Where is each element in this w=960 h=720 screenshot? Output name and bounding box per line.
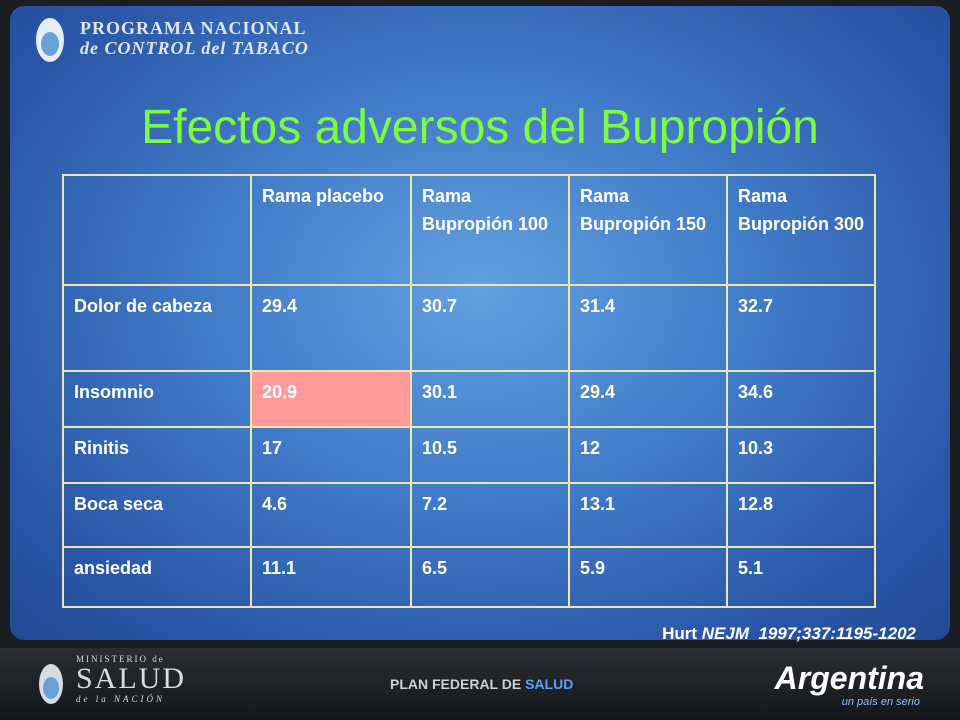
cell: 30.1: [410, 370, 570, 428]
table: Rama placebo Rama Bupropión 100 Rama Bupro…: [62, 174, 876, 608]
cell: 32.7: [726, 284, 876, 372]
footer-logo: [39, 664, 63, 704]
cell: Boca seca: [62, 482, 252, 548]
footer: MINISTERIO de SALUD de la NACIÓN PLAN FE…: [0, 648, 960, 720]
cell: Rama Bupropión 150: [568, 174, 728, 286]
cell: 7.2: [410, 482, 570, 548]
ministry: MINISTERIO de SALUD de la NACIÓN: [76, 654, 186, 704]
cell: 29.4: [250, 284, 412, 372]
citation-reference: 1997;337:1195-1202: [758, 624, 916, 643]
cell: 12: [568, 426, 728, 484]
cell: ansiedad: [62, 546, 252, 608]
ministry-bottom: de la NACIÓN: [76, 694, 165, 704]
citation: Hurt NEJM 1997;337:1195-1202: [662, 624, 916, 644]
cell: 34.6: [726, 370, 876, 428]
plan: PLAN FEDERAL DE SALUD: [390, 676, 573, 692]
cell: 4.6: [250, 482, 412, 548]
cell: 30.7: [410, 284, 570, 372]
plan-text: PLAN FEDERAL DE: [390, 676, 522, 692]
cell: 31.4: [568, 284, 728, 372]
plan-highlight: SALUD: [525, 676, 574, 692]
cell: Insomnio: [62, 370, 252, 428]
cell: Rama placebo: [250, 174, 412, 286]
cell: Dolor de cabeza: [62, 284, 252, 372]
title: Efectos adversos del Bupropión: [141, 101, 819, 154]
ministry-main: SALUD: [76, 662, 187, 695]
program-line2: de CONTROL del TABACO: [80, 38, 309, 58]
logo: [36, 18, 64, 62]
cell: Rama Bupropión 300: [726, 174, 876, 286]
ministry-top: MINISTERIO de: [76, 654, 165, 664]
cell: 29.4: [568, 370, 728, 428]
slogan: un país en serio: [841, 696, 920, 708]
cell: 5.9: [568, 546, 728, 608]
cell: Rinitis: [62, 426, 252, 484]
cell: Rama Bupropión 100: [410, 174, 570, 286]
cell: 11.1: [250, 546, 412, 608]
cell: 13.1: [568, 482, 728, 548]
cell: 12.8: [726, 482, 876, 548]
cell: 10.5: [410, 426, 570, 484]
program-line1: PROGRAMA NACIONAL: [80, 18, 307, 38]
cell: 10.3: [726, 426, 876, 484]
cell: 6.5: [410, 546, 570, 608]
cell: 20.9: [250, 370, 412, 428]
program-header: PROGRAMA NACIONAL de CONTROL del TABACO: [80, 18, 309, 58]
citation-journal: NEJM: [701, 624, 749, 643]
citation-author: Hurt: [662, 624, 698, 643]
cell: 5.1: [726, 546, 876, 608]
cell: [62, 174, 252, 286]
brand: Argentina: [774, 660, 924, 696]
cell: 17: [250, 426, 412, 484]
